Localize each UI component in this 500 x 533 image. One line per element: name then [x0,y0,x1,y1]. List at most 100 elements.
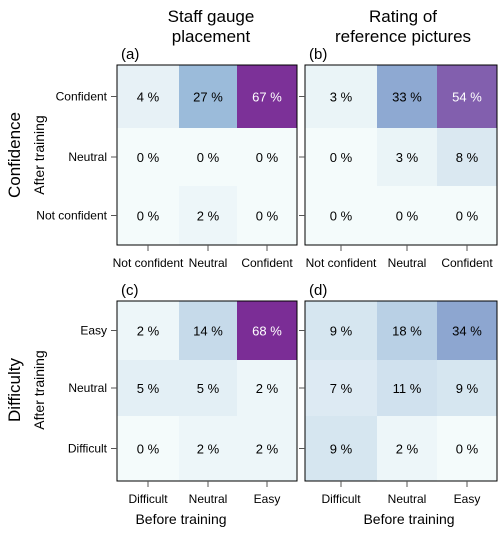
heatmap-cell [305,301,377,360]
cell-value-label: 0 % [137,150,160,165]
panel-label: (d) [309,282,327,299]
heatmap-cell [437,65,497,128]
heatmap-cell [377,301,437,360]
cell-value-label: 34 % [452,324,482,339]
cell-value-label: 5 % [197,381,220,396]
heatmap-cell [377,186,437,245]
cell-value-label: 0 % [330,209,353,224]
cell-value-label: 7 % [330,381,353,396]
row-title-confidence: Confidence [5,112,24,198]
cell-value-label: 11 % [393,381,422,396]
heatmap-panel-2: 3 % 33 % 54 % 0 % 3 % 8 % 0 % 0 % 0 % (b) Not conf… [299,46,498,270]
x-axis-title-left: Before training [135,511,226,527]
x-tick-label: Neutral [189,256,228,270]
heatmap-cell [117,301,179,360]
cell-value-label: 5 % [137,381,160,396]
cell-value-label: 27 % [193,90,223,105]
heatmap-cell [179,416,237,481]
x-axis-title-right: Before training [363,511,454,527]
heatmap-cell [437,186,497,245]
heatmap-cell [437,301,497,360]
heatmap-cell [179,301,237,360]
cell-value-label: 14 % [193,324,223,339]
heatmap-panel-4: 9 % 18 % 34 % 7 % 11 % 9 % 9 % 2 % 0 % (d) Difficu… [299,282,498,506]
cell-value-label: 0 % [137,209,160,224]
cell-value-label: 3 % [330,90,353,105]
y-tick-label: Neutral [68,381,107,395]
heatmap-cell [237,128,297,186]
heatmap-cell [117,128,179,186]
panel-label: (b) [309,46,327,63]
cell-value-label: 8 % [456,150,479,165]
cell-value-label: 9 % [330,442,353,457]
heatmap-cell [117,65,179,128]
cell-value-label: 2 % [197,209,220,224]
cell-value-label: 0 % [197,150,220,165]
cell-value-label: 9 % [456,381,479,396]
x-tick-label: Confident [241,256,293,270]
heatmap-cell [305,360,377,416]
panel-frame [304,300,498,482]
heatmap-cell [179,186,237,245]
column-title-2-line-2: reference pictures [335,27,471,46]
cell-value-label: 54 % [452,90,482,105]
cell-value-label: 9 % [330,324,353,339]
x-tick-label: Neutral [388,256,427,270]
cell-value-label: 2 % [396,442,419,457]
cell-value-label: 0 % [456,442,479,457]
x-tick-label: Neutral [189,492,228,506]
heatmap-cell [237,360,297,416]
cell-value-label: 2 % [256,381,279,396]
heatmap-cell [305,128,377,186]
row-title-difficulty: Difficulty [5,358,24,422]
cell-value-label: 2 % [256,442,279,457]
cell-value-label: 0 % [330,150,353,165]
panel-label: (c) [121,282,139,299]
cell-value-label: 67 % [252,90,282,105]
cell-value-label: 0 % [456,209,479,224]
heatmap-cell [377,360,437,416]
heatmap-cell [437,128,497,186]
cell-value-label: 2 % [137,324,160,339]
y-tick-label: Easy [80,324,107,338]
x-tick-label: Difficult [128,492,168,506]
cell-value-label: 18 % [392,324,422,339]
cell-value-label: 0 % [256,150,279,165]
x-tick-label: Not confident [306,256,377,270]
heatmap-cell [305,186,377,245]
heatmap-cell [305,416,377,481]
column-title-1-line-2: placement [172,27,251,46]
y-tick-label: Not confident [36,209,107,223]
cell-value-label: 33 % [392,90,422,105]
x-tick-label: Easy [454,492,481,506]
cell-value-label: 0 % [256,209,279,224]
heatmap-cell [117,186,179,245]
cell-value-label: 2 % [197,442,220,457]
heatmap-cell [179,65,237,128]
y-tick-label: Difficult [68,442,108,456]
heatmap-cell [305,65,377,128]
x-tick-label: Not confident [113,256,184,270]
cell-value-label: 0 % [137,442,160,457]
panel-frame [116,300,298,482]
heatmap-cell [377,416,437,481]
heatmap-cell [237,301,297,360]
heatmap-panel-1: 4 % 27 % 67 % 0 % 0 % 0 % 0 % 2 % 0 % (a) Confiden… [36,46,298,270]
panel-label: (a) [121,46,139,63]
x-tick-label: Easy [254,492,281,506]
cell-value-label: 4 % [137,90,160,105]
panel-frame [304,64,498,246]
y-tick-label: Confident [56,90,108,104]
heatmap-panel-3: 2 % 14 % 68 % 5 % 5 % 2 % 0 % 2 % 2 % (c) Easy Neut… [68,282,298,506]
y-axis-title-top: After training [31,115,47,194]
heatmap-cell [437,360,497,416]
heatmap-cell [117,360,179,416]
cell-value-label: 0 % [396,209,419,224]
heatmap-cell [237,186,297,245]
x-tick-label: Difficult [321,492,361,506]
column-title-2-line-1: Rating of [369,7,437,26]
heatmap-cell [437,416,497,481]
heatmap-cell [377,65,437,128]
heatmap-cell [237,65,297,128]
